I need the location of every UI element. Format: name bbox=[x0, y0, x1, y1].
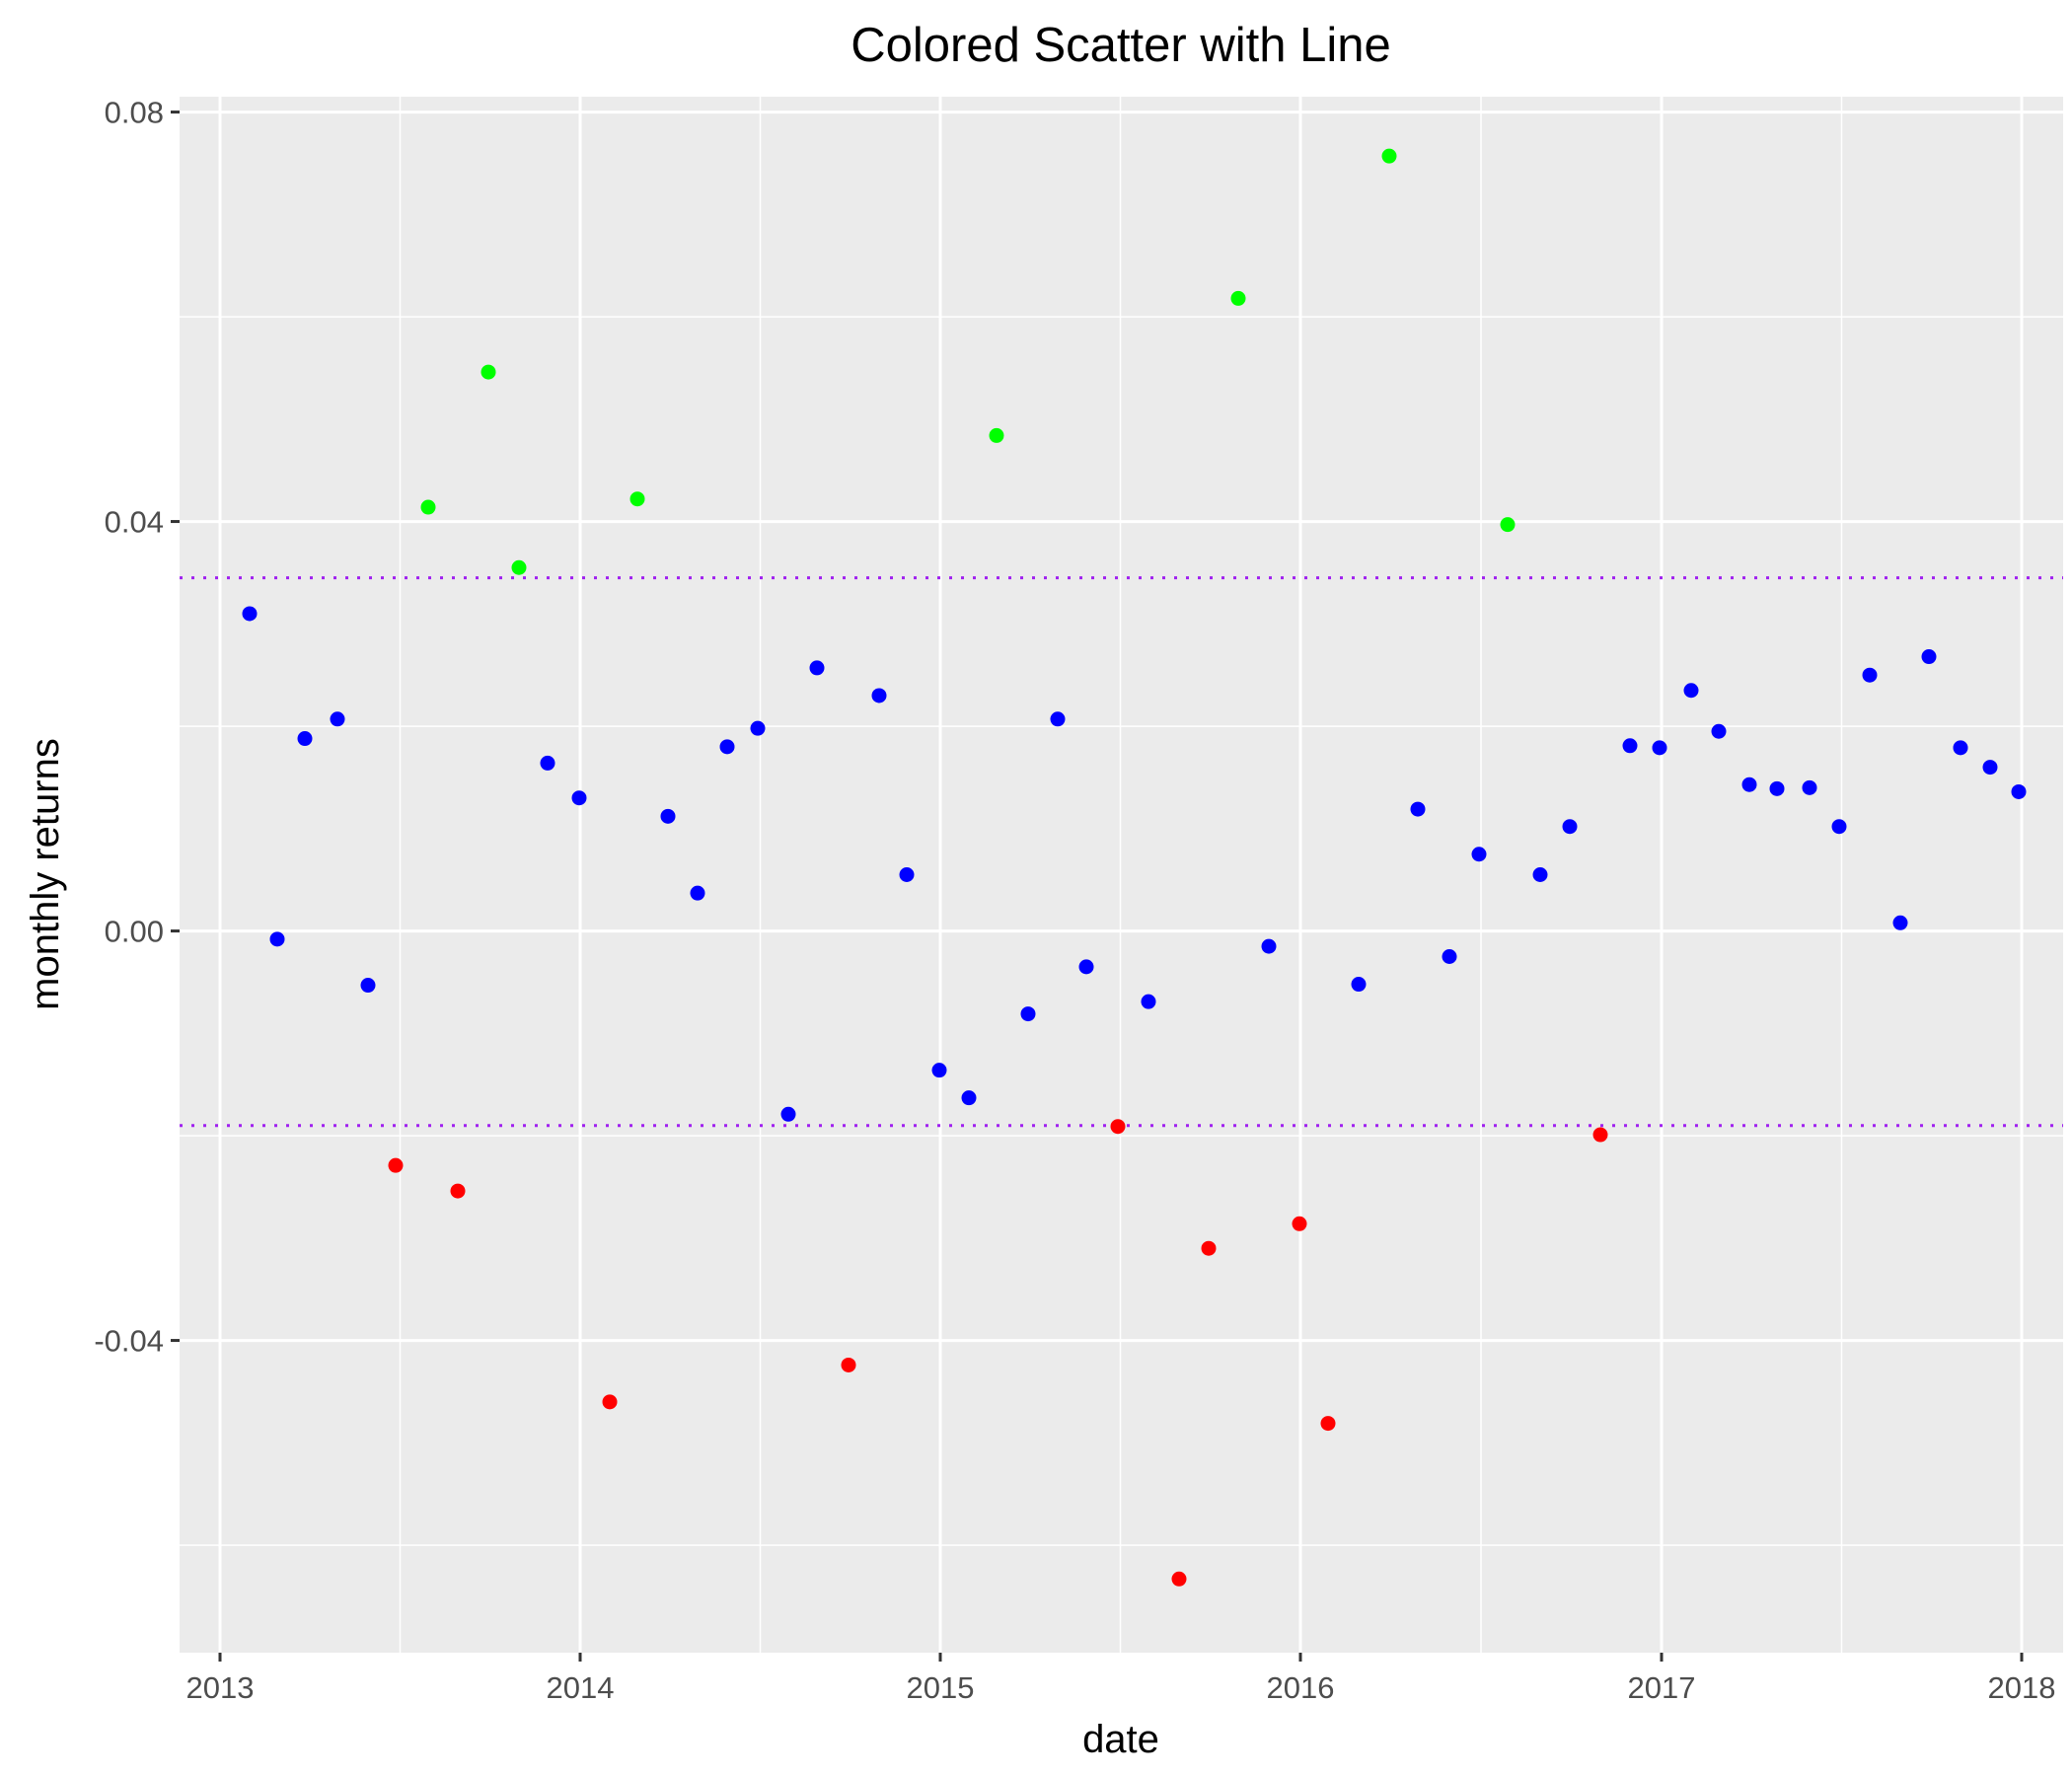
data-point bbox=[511, 559, 527, 575]
data-point bbox=[871, 688, 887, 703]
data-point bbox=[1141, 994, 1156, 1009]
data-point bbox=[841, 1357, 856, 1372]
data-point bbox=[809, 660, 825, 676]
data-point bbox=[1261, 938, 1277, 954]
data-point bbox=[481, 364, 496, 380]
data-point bbox=[1532, 867, 1548, 882]
x-tick-label: 2015 bbox=[907, 1670, 975, 1705]
data-point bbox=[540, 755, 555, 771]
data-point bbox=[629, 491, 645, 507]
data-point bbox=[1982, 760, 1998, 776]
data-point bbox=[1292, 1216, 1307, 1231]
data-point bbox=[1741, 777, 1757, 792]
data-point bbox=[330, 711, 345, 727]
data-point bbox=[1351, 977, 1367, 993]
data-point bbox=[1381, 148, 1397, 164]
grid-lines bbox=[180, 97, 2063, 1653]
data-point bbox=[1769, 780, 1785, 796]
data-point bbox=[931, 1063, 947, 1078]
data-point bbox=[1652, 740, 1667, 756]
axes: 2013 2014 2015 2016 2017 2018 0.08 0.04 0.00 -0.0… bbox=[94, 96, 2055, 1705]
data-point bbox=[660, 808, 676, 824]
y-tick-label: -0.04 bbox=[94, 1324, 164, 1359]
data-point bbox=[242, 606, 258, 622]
data-point bbox=[1892, 915, 1908, 930]
chart-title: Colored Scatter with Line bbox=[851, 19, 1390, 72]
data-point bbox=[1831, 819, 1847, 835]
plot-panel bbox=[180, 97, 2063, 1653]
data-point bbox=[1592, 1127, 1608, 1143]
data-point bbox=[1622, 738, 1638, 754]
data-point bbox=[1471, 847, 1487, 862]
data-point bbox=[1230, 290, 1246, 306]
data-point bbox=[719, 739, 735, 755]
data-points bbox=[242, 148, 2027, 1587]
data-point bbox=[1171, 1571, 1187, 1587]
x-tick-label: 2014 bbox=[547, 1670, 615, 1705]
y-tick-label: 0.00 bbox=[105, 915, 164, 949]
data-point bbox=[1201, 1240, 1217, 1256]
data-point bbox=[1562, 819, 1578, 835]
data-point bbox=[750, 720, 766, 736]
x-axis-title: date bbox=[1082, 1718, 1159, 1761]
data-point bbox=[1410, 801, 1426, 817]
panel-background bbox=[180, 97, 2063, 1653]
x-tick-label: 2018 bbox=[1988, 1670, 2056, 1705]
data-point bbox=[269, 931, 285, 947]
data-point bbox=[602, 1394, 618, 1410]
data-point bbox=[1500, 517, 1516, 533]
data-point bbox=[571, 790, 587, 806]
data-point bbox=[1953, 740, 1968, 756]
data-point bbox=[1683, 683, 1699, 699]
y-axis-title: monthly returns bbox=[24, 738, 67, 1010]
data-point bbox=[1110, 1119, 1126, 1135]
data-point bbox=[360, 978, 376, 994]
y-tick-label: 0.08 bbox=[105, 96, 164, 130]
x-tick-label: 2017 bbox=[1628, 1670, 1696, 1705]
data-point bbox=[297, 731, 313, 747]
data-point bbox=[1050, 711, 1066, 727]
x-tick-label: 2013 bbox=[186, 1670, 255, 1705]
data-point bbox=[1320, 1416, 1336, 1432]
data-point bbox=[1711, 723, 1727, 739]
x-tick-label: 2016 bbox=[1267, 1670, 1335, 1705]
data-point bbox=[1442, 949, 1457, 964]
data-point bbox=[1862, 667, 1878, 683]
data-point bbox=[1020, 1006, 1036, 1022]
data-point bbox=[420, 499, 436, 515]
data-point bbox=[780, 1106, 796, 1122]
data-point bbox=[961, 1090, 977, 1106]
data-point bbox=[1802, 779, 1817, 795]
data-point bbox=[2011, 783, 2027, 799]
data-point bbox=[1078, 959, 1094, 975]
y-tick-label: 0.04 bbox=[105, 505, 164, 540]
data-point bbox=[989, 427, 1004, 443]
data-point bbox=[388, 1157, 404, 1173]
data-point bbox=[690, 885, 705, 901]
data-point bbox=[450, 1183, 466, 1199]
data-point bbox=[899, 867, 915, 882]
data-point bbox=[1921, 649, 1937, 665]
